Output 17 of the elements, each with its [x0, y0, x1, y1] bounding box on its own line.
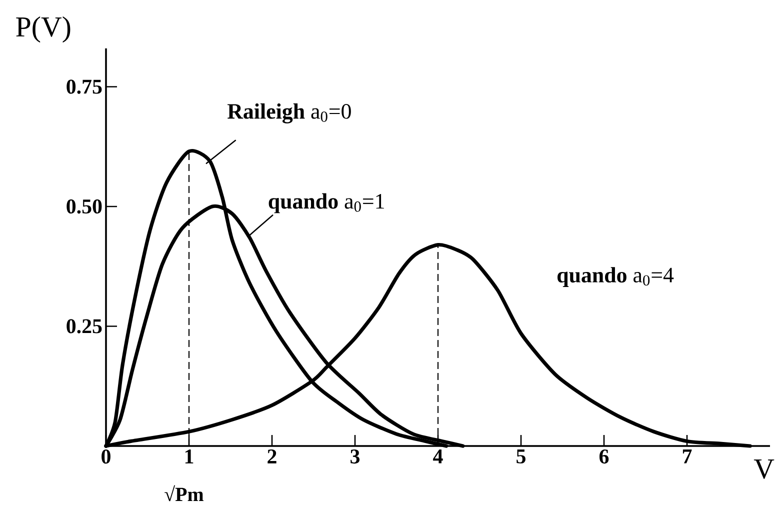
annotation: Raileigh a$_{0}$=0 [227, 103, 351, 124]
x-tick-label: 7 [682, 450, 692, 464]
x-tick-label: 6 [599, 450, 609, 464]
y-tick-label: 0.25 [66, 319, 102, 334]
x-axis-title: V [754, 460, 774, 479]
x-tick-label: 0 [102, 450, 110, 464]
x-tick-label: 1 [185, 450, 194, 464]
x-tick-label: 4 [433, 450, 443, 464]
x-tick-label: 2 [268, 450, 276, 464]
y-tick-label: 0.50 [66, 199, 102, 214]
x-tick-label: 5 [516, 450, 526, 464]
y-axis-title: P(V) [16, 16, 70, 43]
annotation: quando a$_{0}$=1 [268, 193, 384, 214]
ref-line-label: √Pm [164, 485, 204, 502]
annotation: quando a$_{0}$=4 [558, 267, 674, 287]
y-tick-label: 0.75 [66, 80, 102, 94]
x-tick-label: 3 [350, 450, 360, 464]
